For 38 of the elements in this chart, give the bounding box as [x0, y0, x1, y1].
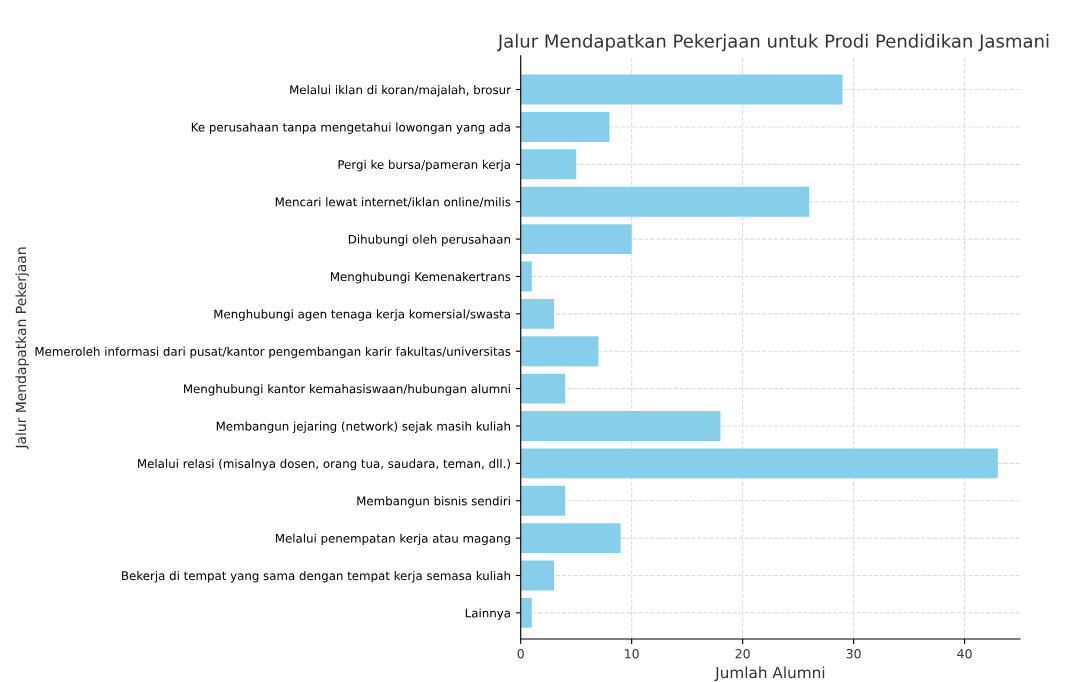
x-tick-label: 20 [735, 648, 750, 659]
y-tick-label: Lainnya [465, 608, 510, 620]
bar [520, 485, 566, 516]
y-tick-label: Memeroleh informasi dari pusat/kantor pengembangan karir fakultas/universitas [35, 346, 511, 359]
bar [520, 448, 998, 479]
bar [520, 149, 577, 180]
x-tick-label: 0 [517, 648, 524, 659]
x-tick-label: 10 [625, 648, 639, 659]
y-tick-label: Melalui iklan di koran/majalah, brosur [290, 85, 511, 97]
y-tick-label: Dihubungi oleh perusahaan [348, 234, 510, 247]
bar [520, 111, 610, 142]
y-tick-label: Bekerja di tempat yang sama dengan tempat kerja semasa kuliah [122, 571, 510, 583]
bar [520, 411, 721, 441]
bar [520, 523, 621, 554]
y-tick-label: Membangun bisnis sendiri [357, 496, 510, 508]
bar [520, 186, 810, 217]
y-tick-label: Menghubungi Kemenakertrans [330, 271, 511, 284]
bar [520, 597, 532, 628]
bar [520, 336, 599, 367]
x-axis-title: Jumlah Alumni [714, 666, 825, 682]
y-tick-label: Menghubungi agen tenaga kerja komersial/swasta [214, 309, 510, 321]
bar [520, 224, 632, 255]
y-tick-label: Ke perusahaan tanpa mengetahui lowongan yang ada [191, 122, 510, 134]
y-tick-label: Pergi ke bursa/pameran kerja [338, 159, 510, 172]
x-tick-label: 40 [957, 648, 972, 659]
y-tick-label: Menghubungi kantor kemahasiswaan/hubungan alumni [184, 384, 510, 396]
y-tick-label: Melalui penempatan kerja atau magang [275, 533, 510, 546]
y-tick-label: Mencari lewat internet/iklan online/milis [275, 197, 511, 208]
bar [520, 261, 532, 292]
chart-title: Jalur Mendapatkan Pekerjaan untuk Prodi Pendidikan Jasmani [496, 33, 1049, 52]
bar [520, 560, 554, 591]
bar [520, 298, 554, 329]
y-tick-label: Melalui relasi (misalnya dosen, orang tua, saudara, teman, dll.) [138, 458, 510, 471]
x-tick-label: 30 [846, 648, 861, 659]
bar [520, 373, 566, 404]
bar [520, 74, 843, 105]
y-tick-label: Membangun jejaring (network) sejak masih kuliah [216, 421, 510, 433]
y-axis-title: Jalur Mendapatkan Pekerjaan [15, 247, 29, 450]
